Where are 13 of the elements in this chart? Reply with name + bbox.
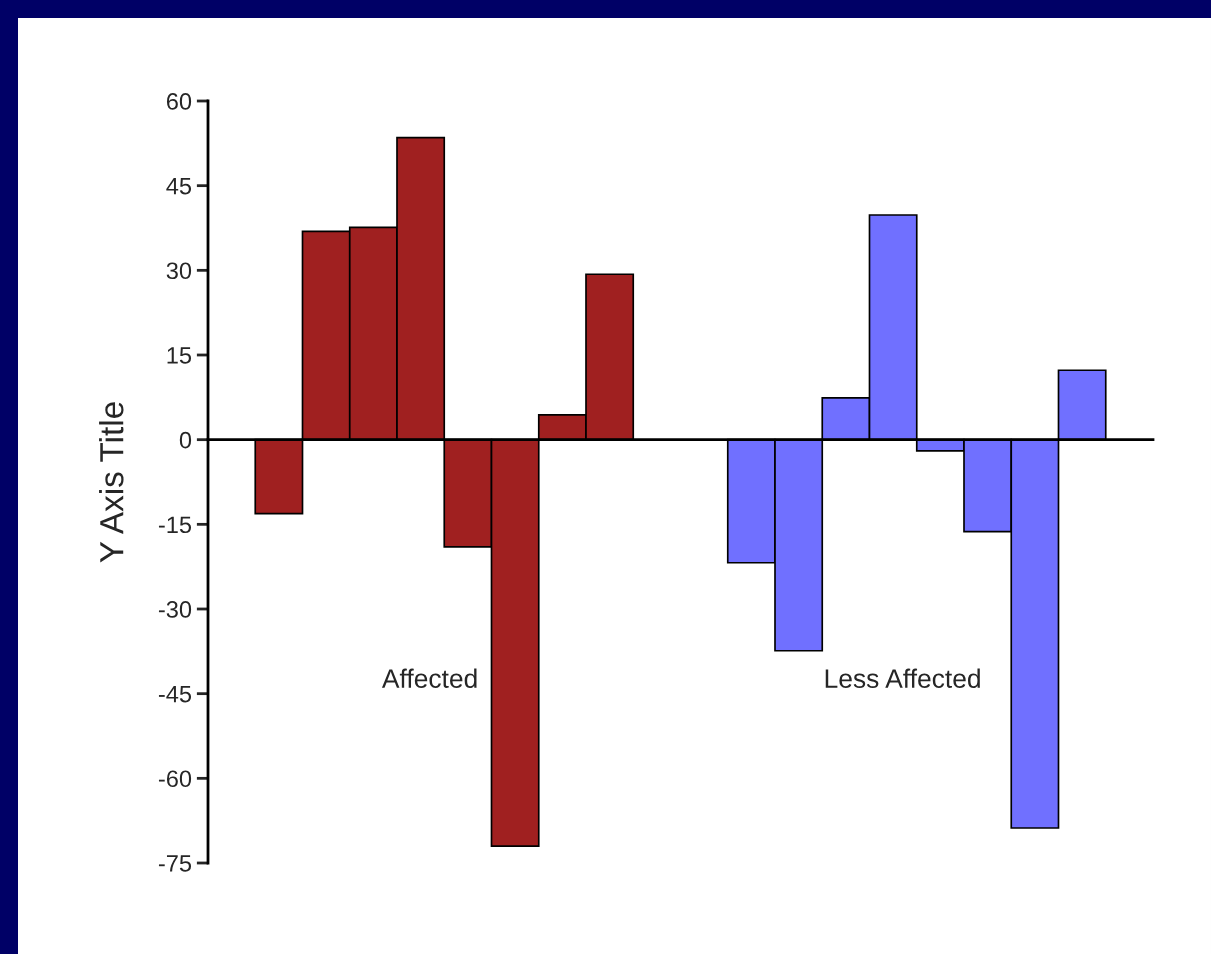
y-tick-label: -75 (158, 855, 192, 872)
y-tick-label: 15 (167, 347, 192, 364)
y-axis-title: Y Axis Title (99, 402, 124, 563)
y-tick-label: 45 (166, 177, 192, 195)
y-tick-label: -45 (158, 685, 192, 703)
y-tick-label: 0 (179, 431, 192, 449)
y-tick-label: -15 (158, 516, 192, 534)
y-tick-label: 60 (166, 93, 192, 110)
annotation: Affected (381, 668, 477, 688)
annotation: Less Affected (825, 668, 980, 688)
y-tick-label: 30 (166, 262, 192, 280)
y-tick-label: -30 (158, 601, 192, 618)
y-tick-label: -60 (158, 770, 192, 788)
